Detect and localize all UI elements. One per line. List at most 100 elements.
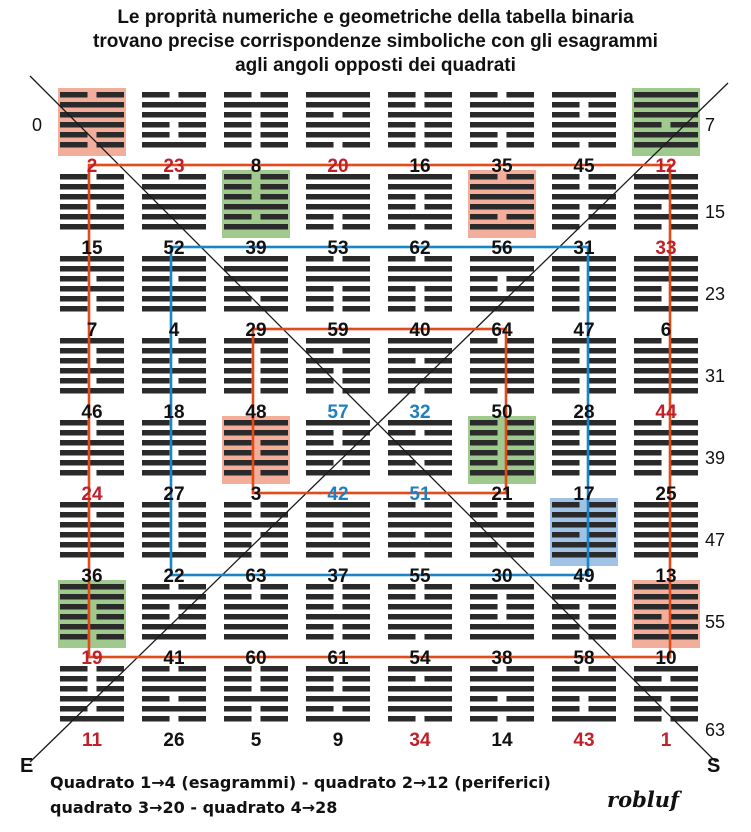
yang-line [142,470,206,476]
yin-line [588,184,616,190]
yin-line [506,666,534,672]
yin-line [588,276,616,282]
yin-line [142,338,170,344]
hexagram-number: 11 [82,730,103,751]
hexagram-5 [224,666,288,722]
yin-line [388,92,416,98]
yin-line [96,276,124,282]
yin-line [552,604,580,610]
yin-line [506,132,534,138]
yin-line [224,358,252,364]
yang-line [388,512,452,518]
yang-line [634,388,698,394]
yin-line [552,102,580,108]
yang-line [470,532,534,538]
hexagram-17 [552,420,616,476]
yang-line [388,368,452,374]
yin-line [260,194,288,200]
yang-line [60,266,124,272]
yin-line [224,470,252,476]
yin-line [224,184,252,190]
yin-line [552,184,580,190]
yin-line [96,306,124,312]
yang-line [142,368,206,374]
yin-line [424,552,452,558]
yin-line [224,440,252,446]
hexagram-number: 42 [327,484,348,505]
corner-label-south: S [707,755,720,777]
hexagram-32 [388,338,452,394]
yang-line [634,142,698,148]
yin-line [388,102,416,108]
yin-line [142,92,170,98]
yang-line [142,306,206,312]
side-label: 0 [32,115,42,135]
yin-line [588,460,616,466]
yang-line [388,450,452,456]
hexagram-number: 10 [655,648,676,669]
yin-line [96,604,124,610]
yin-line [506,594,534,600]
yang-line [224,204,288,210]
yang-line [634,276,698,282]
yin-line [552,440,580,446]
yang-line [142,224,206,230]
yang-line [470,348,534,354]
yin-line [506,716,534,722]
yin-line [388,132,416,138]
yin-line [260,512,288,518]
hexagram-number: 31 [573,238,595,259]
yin-line [60,470,88,476]
hexagram-number: 40 [409,320,430,341]
yin-line [506,502,534,508]
yin-line [424,92,452,98]
yin-line [552,266,580,272]
yang-line [306,450,370,456]
yin-line [260,686,288,692]
yin-line [552,224,580,230]
yang-line [388,686,452,692]
yang-line [470,194,534,200]
yin-line [670,696,698,702]
yin-line [60,706,88,712]
yang-line [60,224,124,230]
yang-line [142,624,206,630]
yin-line [96,614,124,620]
hexagram-number: 17 [573,484,594,505]
yin-line [142,604,170,610]
yin-line [306,584,334,590]
yin-line [306,460,334,466]
yin-line [552,532,580,538]
yin-line [588,584,616,590]
yin-line [96,676,124,682]
yang-line [634,512,698,518]
yin-line [588,696,616,702]
yin-line [670,338,698,344]
hexagram-number: 41 [163,648,185,669]
yin-line [142,358,170,364]
yin-line [224,132,252,138]
yin-line [260,542,288,548]
yang-line [306,132,370,138]
yin-line [306,306,334,312]
title-line-1: Le proprità numeriche e geometriche dell… [117,7,634,28]
yang-line [142,214,206,220]
yin-line [60,634,88,640]
yin-line [424,502,452,508]
yin-line [424,388,452,394]
yang-line [552,450,616,456]
yang-line [306,184,370,190]
yang-line [142,706,206,712]
yang-line [60,502,124,508]
yin-line [224,512,252,518]
yang-line [552,594,616,600]
yang-line [470,122,534,128]
yang-line [634,624,698,630]
yang-line [470,358,534,364]
title-line-3: agli angoli opposti dei quadrati [235,55,516,76]
yin-line [470,142,498,148]
hexagram-number: 54 [409,648,431,669]
yin-line [60,306,88,312]
yin-line [142,276,170,282]
side-label: 7 [705,115,715,135]
